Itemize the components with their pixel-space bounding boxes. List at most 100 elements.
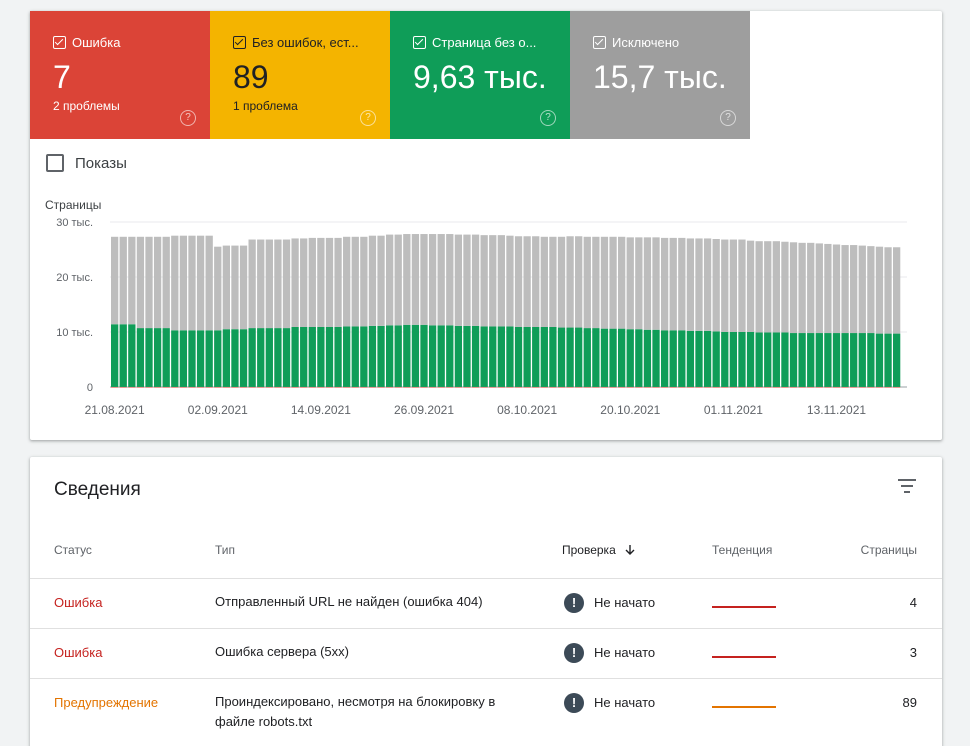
help-icon[interactable]: ? xyxy=(180,110,196,126)
checkbox-checked-icon[interactable] xyxy=(413,36,426,49)
bar-segment xyxy=(480,326,488,387)
bar-segment xyxy=(239,245,248,330)
bar-segment xyxy=(781,332,789,387)
impressions-toggle[interactable]: Показы xyxy=(46,154,127,172)
bar-segment xyxy=(764,241,772,333)
checkbox-checked-icon[interactable] xyxy=(53,36,66,49)
bar-segment xyxy=(652,329,660,387)
checkbox-checked-icon[interactable] xyxy=(233,36,246,49)
help-icon[interactable]: ? xyxy=(360,110,376,126)
x-tick-label: 20.10.2021 xyxy=(600,403,660,417)
bar-segment xyxy=(807,242,815,334)
bar-segment xyxy=(471,325,480,387)
bar-segment xyxy=(575,386,583,388)
bar-segment xyxy=(145,386,153,388)
bar-segment xyxy=(196,386,205,388)
bar-segment xyxy=(265,328,273,387)
bar-segment xyxy=(609,328,617,387)
help-icon[interactable]: ? xyxy=(540,110,556,126)
bar-segment xyxy=(351,386,359,388)
row-type: Отправленный URL не найден (ошибка 404) xyxy=(215,592,483,612)
bar-segment xyxy=(781,241,789,333)
column-header-status[interactable]: Статус xyxy=(54,543,92,557)
table-row[interactable]: Предупреждение Проиндексировано, несмотря… xyxy=(30,678,942,729)
bar-segment xyxy=(411,386,420,388)
bar-segment xyxy=(867,333,875,387)
bar-segment xyxy=(136,236,145,329)
bar-segment xyxy=(514,236,523,327)
bar-segment xyxy=(583,236,591,329)
tile-excluded[interactable]: Исключено 15,7 тыс. ? xyxy=(570,11,750,139)
bar-segment xyxy=(789,386,798,388)
bar-segment xyxy=(351,236,359,327)
alert-icon: ! xyxy=(564,693,584,713)
bar-segment xyxy=(446,386,454,388)
bar-segment xyxy=(618,386,626,388)
checkbox-unchecked-icon[interactable] xyxy=(46,154,64,172)
bar-segment xyxy=(196,330,205,387)
filter-icon[interactable] xyxy=(898,479,916,493)
bar-segment xyxy=(325,386,334,388)
y-axis-label: Страницы xyxy=(45,198,101,212)
checkbox-checked-icon[interactable] xyxy=(593,36,606,49)
bar-segment xyxy=(153,386,162,388)
bar-segment xyxy=(403,234,411,325)
column-header-type[interactable]: Тип xyxy=(215,543,236,557)
column-header-pages[interactable]: Страницы xyxy=(860,543,917,557)
row-check-status: Не начато xyxy=(594,695,656,710)
bar-segment xyxy=(841,245,849,334)
y-tick-label: 0 xyxy=(87,382,93,394)
bar-segment xyxy=(325,327,334,387)
bar-segment xyxy=(678,330,686,387)
bar-segment xyxy=(764,386,772,388)
tile-valid-with-warnings[interactable]: Без ошибок, ест... 89 1 проблема ? xyxy=(210,11,390,139)
row-type-line1: Отправленный URL не найден (ошибка 404) xyxy=(215,594,483,609)
bar-segment xyxy=(807,386,815,388)
bar-segment xyxy=(377,386,385,388)
bar-segment xyxy=(196,235,205,331)
bar-segment xyxy=(678,386,686,388)
bar-segment xyxy=(248,386,256,388)
bar-segment xyxy=(858,333,866,387)
bar-segment xyxy=(368,235,377,326)
x-tick-label: 26.09.2021 xyxy=(394,403,454,417)
tile-valid[interactable]: Страница без о... 9,63 тыс. ? xyxy=(390,11,570,139)
index-coverage-card: Ошибка 7 2 проблемы ? Без ошибок, ест...… xyxy=(30,11,942,440)
bar-segment xyxy=(635,386,643,388)
bar-segment xyxy=(300,386,308,388)
bar-segment xyxy=(317,327,325,387)
bar-segment xyxy=(368,325,377,387)
bar-segment xyxy=(428,234,437,326)
bar-segment xyxy=(798,386,806,388)
bar-segment xyxy=(893,386,901,388)
bar-segment xyxy=(343,326,351,387)
bar-segment xyxy=(583,386,591,388)
bar-segment xyxy=(815,243,823,334)
bar-segment xyxy=(325,237,334,327)
bar-segment xyxy=(532,236,540,327)
tile-label: Страница без о... xyxy=(432,35,537,50)
bar-segment xyxy=(446,325,454,387)
bar-segment xyxy=(635,329,643,387)
bar-segment xyxy=(798,242,806,334)
bar-segment xyxy=(420,324,428,387)
bar-segment xyxy=(875,246,884,334)
column-header-trend: Тенденция xyxy=(712,543,773,557)
bar-segment xyxy=(300,238,308,327)
column-header-check[interactable]: Проверка xyxy=(562,543,636,557)
table-row[interactable]: Ошибка Ошибка сервера (5xx)! Не начато 3 xyxy=(30,628,942,678)
tile-error[interactable]: Ошибка 7 2 проблемы ? xyxy=(30,11,210,139)
help-icon[interactable]: ? xyxy=(720,110,736,126)
bar-segment xyxy=(686,386,695,388)
bar-segment xyxy=(145,236,153,329)
table-row[interactable]: Ошибка Отправленный URL не найден (ошибка… xyxy=(30,578,942,628)
bar-segment xyxy=(824,386,832,388)
bar-segment xyxy=(523,327,531,387)
bar-segment xyxy=(652,237,660,330)
bar-segment xyxy=(454,386,463,388)
bar-segment xyxy=(128,236,136,325)
bar-segment xyxy=(789,333,798,387)
bar-segment xyxy=(824,333,832,387)
bar-segment xyxy=(575,236,583,328)
bar-segment xyxy=(394,325,402,387)
